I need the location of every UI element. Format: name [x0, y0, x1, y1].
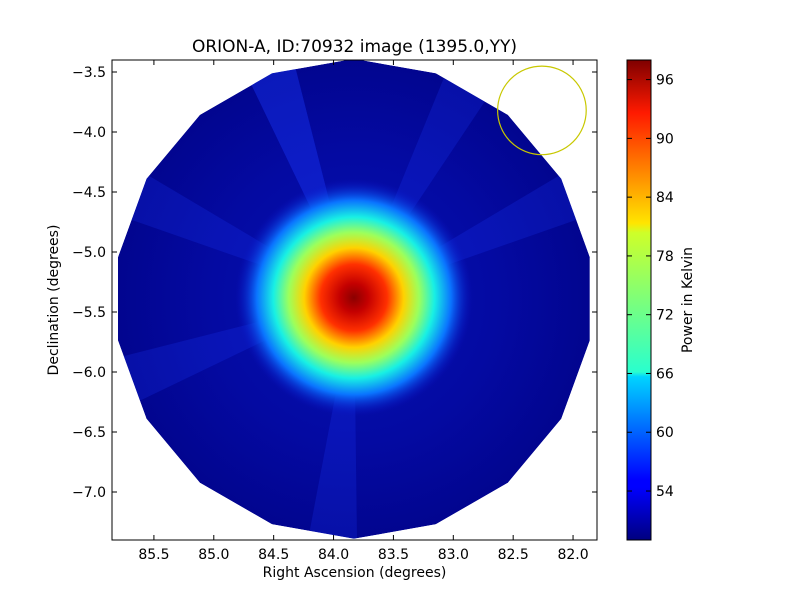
chart-title: ORION-A, ID:70932 image (1395.0,YY) — [192, 37, 517, 57]
colorbar-tick-label: 54 — [656, 484, 674, 500]
colorbar-ticks: 54 60 66 72 78 84 90 96 — [627, 73, 674, 500]
colorbar-tick-label: 78 — [656, 249, 674, 265]
y-tick-label: −5.0 — [72, 245, 106, 261]
bright-source — [235, 179, 473, 417]
x-tick-label: 85.5 — [138, 547, 169, 563]
y-tick-label: −4.5 — [72, 185, 106, 201]
y-tick-label: −6.5 — [72, 425, 106, 441]
beam-circle — [497, 65, 587, 156]
y-tick-label: −7.0 — [72, 485, 106, 501]
colorbar-label: Power in Kelvin — [680, 247, 696, 353]
x-tick-label: 85.0 — [198, 547, 229, 563]
y-tick-label: −4.0 — [72, 125, 106, 141]
colorbar-tick-label: 60 — [656, 425, 674, 441]
y-tick-label: −6.0 — [72, 365, 106, 381]
y-tick-label: −5.5 — [72, 305, 106, 321]
x-axis-ticks: 85.5 85.0 84.5 84.0 83.5 83.0 82.5 82.0 — [138, 60, 589, 563]
x-tick-label: 82.0 — [557, 547, 588, 563]
plot-area: 85.5 85.0 84.5 84.0 83.5 83.0 82.5 82.0 −3.5 −4.… — [72, 59, 598, 563]
x-tick-label: 84.0 — [318, 547, 349, 563]
colorbar-tick-label: 84 — [656, 190, 674, 206]
colorbar: 54 60 66 72 78 84 90 96 Power in Kelvin — [626, 59, 696, 541]
colorbar-tick-label: 90 — [656, 131, 674, 147]
x-tick-label: 83.0 — [438, 547, 469, 563]
colorbar-tick-label: 66 — [656, 366, 674, 382]
colorbar-gradient — [626, 59, 652, 541]
colorbar-tick-label: 72 — [656, 308, 674, 324]
y-tick-label: −3.5 — [72, 65, 106, 81]
x-tick-label: 83.5 — [378, 547, 409, 563]
colorbar-tick-label: 96 — [656, 73, 674, 89]
plot-frame — [111, 59, 598, 541]
y-axis-label: Declination (degrees) — [46, 225, 62, 376]
x-tick-label: 84.5 — [258, 547, 289, 563]
y-axis-ticks: −3.5 −4.0 −4.5 −5.0 −5.5 −6.0 −6.5 −7.0 — [72, 65, 597, 501]
x-axis-label: Right Ascension (degrees) — [263, 565, 447, 581]
x-tick-label: 82.5 — [498, 547, 529, 563]
